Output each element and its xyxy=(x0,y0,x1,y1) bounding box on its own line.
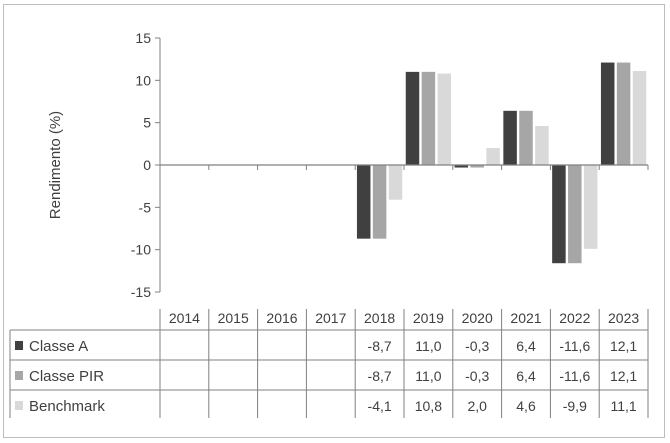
data-label: -8,7 xyxy=(368,368,392,384)
y-tick-label: -15 xyxy=(131,284,151,300)
data-table: 2014 2015 2016 2017 2018 2019 2020 2021 2022 2023… xyxy=(9,309,649,418)
bar xyxy=(356,165,371,239)
x-tick-label: 2022 xyxy=(559,310,590,326)
bar xyxy=(388,165,403,200)
bar xyxy=(583,165,598,249)
bar xyxy=(437,73,452,165)
data-label: 12,1 xyxy=(610,338,637,354)
x-tick-label: 2016 xyxy=(266,310,297,326)
x-tick-label: 2018 xyxy=(364,310,395,326)
data-label: -8,7 xyxy=(368,338,392,354)
data-label: -4,1 xyxy=(368,398,392,414)
bar xyxy=(632,71,647,165)
x-tick-label: 2019 xyxy=(413,310,444,326)
bars-group xyxy=(159,62,649,264)
y-tick-label: 15 xyxy=(135,30,151,46)
y-tick-label: -5 xyxy=(139,199,152,215)
y-tick-label: 5 xyxy=(143,115,151,131)
bar xyxy=(535,126,549,165)
x-tick-label: 2014 xyxy=(169,310,200,326)
data-label: 11,0 xyxy=(415,338,441,354)
data-label: -9,9 xyxy=(563,398,587,414)
bar xyxy=(372,165,387,239)
data-label: 11,1 xyxy=(610,398,636,414)
data-label: 10,8 xyxy=(415,398,442,414)
legend-entry: Classe PIR xyxy=(29,368,104,385)
legend-swatch xyxy=(15,371,23,380)
bar xyxy=(454,165,469,168)
bar xyxy=(519,110,533,165)
y-tick-label: 10 xyxy=(135,72,151,88)
x-tick-label: 2021 xyxy=(510,310,541,326)
data-label: -11,6 xyxy=(559,338,590,354)
legend-entry: Classe A xyxy=(29,338,88,355)
x-tick-label: 2020 xyxy=(462,310,493,326)
legend-swatch xyxy=(15,341,23,350)
y-axis-label: Rendimento (%) xyxy=(47,111,64,219)
data-label: 12,1 xyxy=(610,368,637,384)
x-tick-label: 2015 xyxy=(218,310,249,326)
data-label: -0,3 xyxy=(465,338,489,354)
x-tick-label: 2017 xyxy=(315,310,346,326)
bar xyxy=(616,62,631,166)
data-label: 6,4 xyxy=(516,368,536,384)
y-tick-label: -10 xyxy=(131,242,151,258)
bar xyxy=(503,110,517,165)
legend-entry: Benchmark xyxy=(29,398,105,415)
bar xyxy=(421,71,436,165)
y-axis: 15 10 5 0 -5 -10 -15 xyxy=(131,30,161,300)
bar xyxy=(405,71,420,165)
data-label: 11,0 xyxy=(415,368,441,384)
data-label: 4,6 xyxy=(516,398,536,414)
data-label: -0,3 xyxy=(465,368,489,384)
data-label: 6,4 xyxy=(516,338,536,354)
bar xyxy=(486,148,500,165)
legend-swatch xyxy=(15,401,23,410)
bar xyxy=(568,165,582,264)
bar xyxy=(552,165,566,264)
x-tick-label: 2023 xyxy=(608,310,639,326)
bar xyxy=(600,62,615,166)
y-tick-label: 0 xyxy=(143,157,151,173)
data-label: 2,0 xyxy=(467,398,487,414)
data-label: -11,6 xyxy=(559,368,590,384)
bar xyxy=(470,165,484,168)
